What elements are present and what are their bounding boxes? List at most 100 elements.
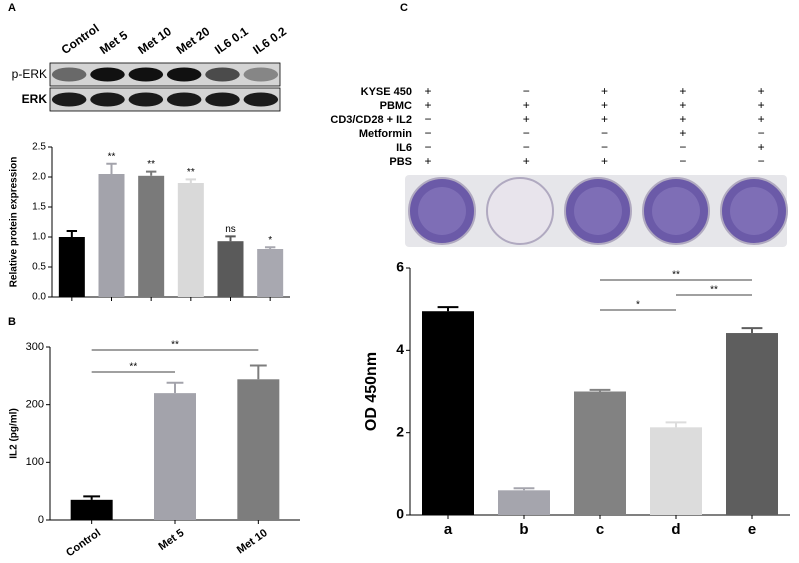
- lane-label: Met 10: [135, 24, 174, 57]
- treatment-sign: +: [758, 98, 765, 112]
- panel-label: B: [8, 316, 16, 328]
- well-inner: [418, 187, 466, 235]
- bracket-label: **: [171, 340, 179, 351]
- y-tick-label: 200: [26, 399, 44, 411]
- bar: [98, 174, 125, 297]
- treatment-sign: +: [601, 112, 608, 126]
- x-tick-label: c: [596, 521, 604, 538]
- treatment-label: KYSE 450: [361, 86, 412, 98]
- x-tick-label: Control: [64, 527, 103, 559]
- lane-label: IL6 0.1: [212, 24, 251, 57]
- treatment-sign: +: [424, 98, 431, 112]
- bar: [58, 237, 85, 297]
- treatment-sign: −: [758, 154, 765, 168]
- treatment-sign: −: [424, 112, 431, 126]
- y-tick-label: 0.5: [32, 262, 46, 273]
- y-axis-label: IL2 (pg/ml): [9, 408, 20, 459]
- treatment-sign: +: [758, 84, 765, 98]
- blot-band: [90, 67, 125, 82]
- well-inner: [652, 187, 700, 235]
- y-tick-label: 100: [26, 456, 44, 468]
- treatment-label: CD3/CD28 + IL2: [330, 114, 412, 126]
- blot-row-label: p-ERK: [12, 67, 47, 81]
- bar: [237, 379, 280, 520]
- blot-band: [243, 92, 279, 107]
- y-tick-label: 4: [396, 341, 404, 357]
- treatment-sign: +: [679, 126, 686, 140]
- treatment-sign: −: [679, 154, 686, 168]
- lane-label: Met 20: [174, 24, 213, 57]
- bar: [138, 175, 165, 297]
- treatment-sign: +: [601, 154, 608, 168]
- treatment-sign: −: [523, 126, 530, 140]
- treatment-sign: −: [601, 126, 608, 140]
- x-tick-label: e: [748, 521, 756, 538]
- error-bar: [741, 327, 763, 334]
- lane-label: Met 5: [97, 28, 130, 57]
- bar: [257, 249, 284, 297]
- blot-band: [51, 92, 87, 107]
- treatment-label: PBMC: [380, 100, 412, 112]
- y-tick-label: 1.0: [32, 232, 46, 243]
- treatment-sign: +: [424, 84, 431, 98]
- well-inner: [574, 187, 622, 235]
- significance-label: ns: [225, 224, 236, 235]
- error-bar: [249, 364, 267, 380]
- error-bar: [665, 421, 687, 428]
- treatment-sign: +: [523, 98, 530, 112]
- error-bar: [145, 170, 157, 176]
- blot-band: [243, 67, 279, 82]
- bar: [574, 391, 626, 515]
- treatment-label: IL6: [396, 142, 412, 154]
- x-tick-label: b: [519, 521, 528, 538]
- bar: [154, 393, 196, 520]
- bar: [498, 490, 550, 515]
- panel-label: A: [8, 2, 16, 14]
- y-tick-label: 300: [26, 341, 44, 353]
- y-tick-label: 0: [396, 506, 404, 522]
- blot-band: [128, 67, 164, 82]
- error-bar: [66, 230, 78, 237]
- blot-band: [128, 92, 164, 107]
- treatment-sign: −: [523, 84, 530, 98]
- significance-label: **: [108, 151, 116, 162]
- blot-band: [166, 92, 202, 107]
- bar: [726, 333, 778, 515]
- error-bar: [589, 388, 611, 392]
- x-tick-label: d: [671, 521, 680, 538]
- bracket-label: *: [636, 300, 640, 311]
- treatment-sign: +: [679, 84, 686, 98]
- error-bar: [225, 235, 236, 242]
- panel-label: C: [400, 2, 408, 14]
- treatment-sign: +: [601, 84, 608, 98]
- blot-row-label: ERK: [22, 92, 48, 106]
- treatment-sign: −: [424, 126, 431, 140]
- treatment-sign: −: [679, 140, 686, 154]
- lane-label: IL6 0.2: [250, 24, 289, 57]
- significance-label: **: [147, 159, 155, 170]
- bracket-label: **: [672, 270, 680, 281]
- bar: [177, 183, 204, 297]
- error-bar: [166, 381, 184, 394]
- error-bar: [513, 487, 535, 491]
- y-tick-label: 0.0: [32, 292, 46, 303]
- y-tick-label: 0: [38, 514, 44, 526]
- bracket-label: **: [710, 285, 718, 296]
- blot-band: [205, 92, 240, 107]
- bar: [70, 499, 113, 520]
- y-axis-label: OD 450nm: [363, 352, 380, 431]
- error-bar: [83, 495, 101, 500]
- treatment-sign: +: [523, 112, 530, 126]
- treatment-sign: +: [758, 140, 765, 154]
- error-bar: [185, 178, 197, 183]
- error-bar: [437, 306, 459, 312]
- y-tick-label: 2.0: [32, 172, 46, 183]
- treatment-sign: +: [679, 98, 686, 112]
- x-tick-label: Met 10: [235, 527, 270, 556]
- x-tick-label: Met 5: [156, 527, 186, 553]
- treatment-sign: −: [424, 140, 431, 154]
- treatment-sign: −: [758, 126, 765, 140]
- treatment-sign: +: [523, 154, 530, 168]
- y-axis-label: Relative protein expression: [9, 157, 20, 288]
